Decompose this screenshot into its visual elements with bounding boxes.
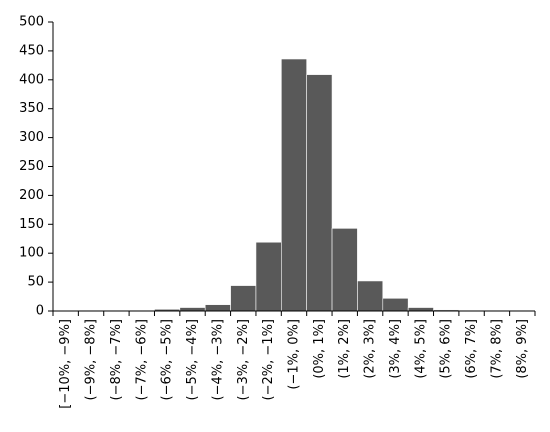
x-tick-label: (6%, 7%] bbox=[464, 319, 479, 379]
bar bbox=[306, 74, 333, 312]
y-tick-label: 350 bbox=[19, 101, 44, 116]
y-tick-label: 300 bbox=[19, 130, 44, 145]
x-tick-label: (2%, 3%] bbox=[363, 319, 378, 379]
bar bbox=[255, 241, 282, 312]
bar bbox=[281, 58, 307, 312]
y-tick-label: 400 bbox=[19, 72, 44, 87]
y-tick-label: 250 bbox=[19, 159, 44, 174]
y-tick-label: 500 bbox=[19, 15, 44, 30]
bar bbox=[382, 297, 409, 312]
x-tick-label: (3%, 4%] bbox=[388, 319, 403, 379]
bar bbox=[230, 285, 257, 312]
x-tick-label: (−3%, −2%] bbox=[236, 319, 251, 400]
x-tick-label: (−2%, −1%] bbox=[261, 319, 276, 400]
x-tick-label: (−5%, −4%] bbox=[185, 319, 200, 400]
x-tick-label: (−9%, −8%] bbox=[84, 319, 99, 400]
y-tick-label: 450 bbox=[19, 43, 44, 58]
x-tick-label: (−4%, −3%] bbox=[210, 319, 225, 400]
x-tick-label: (−7%, −6%] bbox=[134, 319, 149, 400]
x-tick-label: (−1%, 0%] bbox=[287, 319, 302, 390]
y-tick-label: 100 bbox=[19, 246, 44, 261]
x-tick-label: (−6%, −5%] bbox=[160, 319, 175, 400]
x-tick-label: (0%, 1%] bbox=[312, 319, 327, 379]
x-tick-label: [−10%, −9%] bbox=[58, 319, 73, 409]
x-tick-label: (1%, 2%] bbox=[337, 319, 352, 379]
x-tick-label: (7%, 8%] bbox=[489, 319, 504, 379]
x-tick-label: (5%, 6%] bbox=[439, 319, 454, 379]
bar bbox=[331, 228, 358, 312]
x-tick-label: (−8%, −7%] bbox=[109, 319, 124, 400]
bar bbox=[204, 304, 231, 312]
y-tick-label: 50 bbox=[27, 275, 44, 290]
y-tick-label: 200 bbox=[19, 188, 44, 203]
bar bbox=[357, 280, 384, 312]
x-tick-label: (4%, 5%] bbox=[413, 319, 428, 379]
y-tick-label: 150 bbox=[19, 217, 44, 232]
y-tick-label: 0 bbox=[36, 304, 44, 319]
bar bbox=[407, 307, 434, 312]
x-tick-label: (8%, 9%] bbox=[515, 319, 530, 379]
bar bbox=[179, 307, 206, 312]
